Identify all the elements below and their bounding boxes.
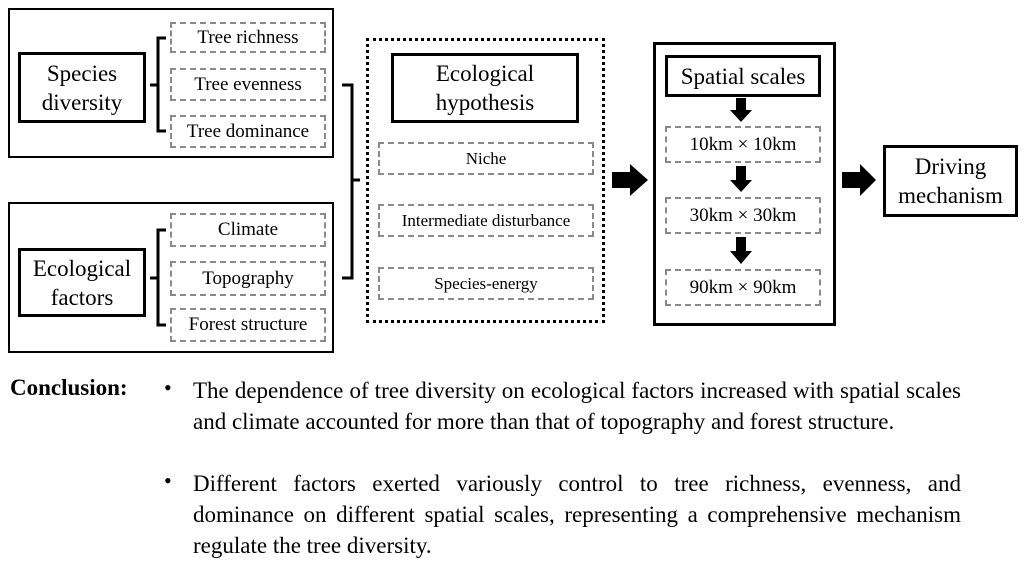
arrow bbox=[842, 164, 876, 196]
scales-title: Spatial scales bbox=[665, 55, 821, 97]
bracket bbox=[342, 83, 360, 280]
bullet: • bbox=[164, 468, 172, 493]
arrow bbox=[730, 166, 752, 192]
conclusion-point: The dependence of tree diversity on ecol… bbox=[193, 378, 961, 434]
item: Tree richness bbox=[170, 22, 326, 53]
hypothesis-title: Ecological hypothesis bbox=[391, 53, 579, 123]
group-label: Ecological factors bbox=[18, 248, 146, 317]
scales-box bbox=[653, 42, 836, 326]
item: Climate bbox=[170, 213, 326, 247]
arrow bbox=[612, 164, 648, 196]
group-label: Species diversity bbox=[18, 52, 146, 123]
bullet: • bbox=[164, 375, 172, 400]
bracket bbox=[150, 228, 166, 327]
conclusion-point: Different factors exerted variously cont… bbox=[193, 471, 961, 558]
item: 90km × 90km bbox=[665, 269, 821, 306]
item: Tree dominance bbox=[170, 115, 326, 148]
arrow bbox=[730, 98, 752, 122]
item: Tree evenness bbox=[170, 68, 326, 101]
group-box bbox=[8, 202, 334, 353]
bracket bbox=[150, 36, 166, 133]
arrow bbox=[730, 237, 752, 264]
group-box bbox=[8, 8, 334, 158]
conclusion-label: Conclusion: bbox=[10, 375, 128, 400]
item: Forest structure bbox=[170, 308, 326, 342]
item: Niche bbox=[378, 142, 594, 175]
outcome: Driving mechanism bbox=[883, 145, 1018, 217]
item: 10km × 10km bbox=[665, 126, 821, 163]
item: Species-energy bbox=[378, 267, 594, 300]
hypothesis-box bbox=[366, 38, 605, 323]
item: Topography bbox=[170, 261, 326, 296]
item: Intermediate disturbance bbox=[378, 204, 594, 237]
item: 30km × 30km bbox=[665, 197, 821, 234]
